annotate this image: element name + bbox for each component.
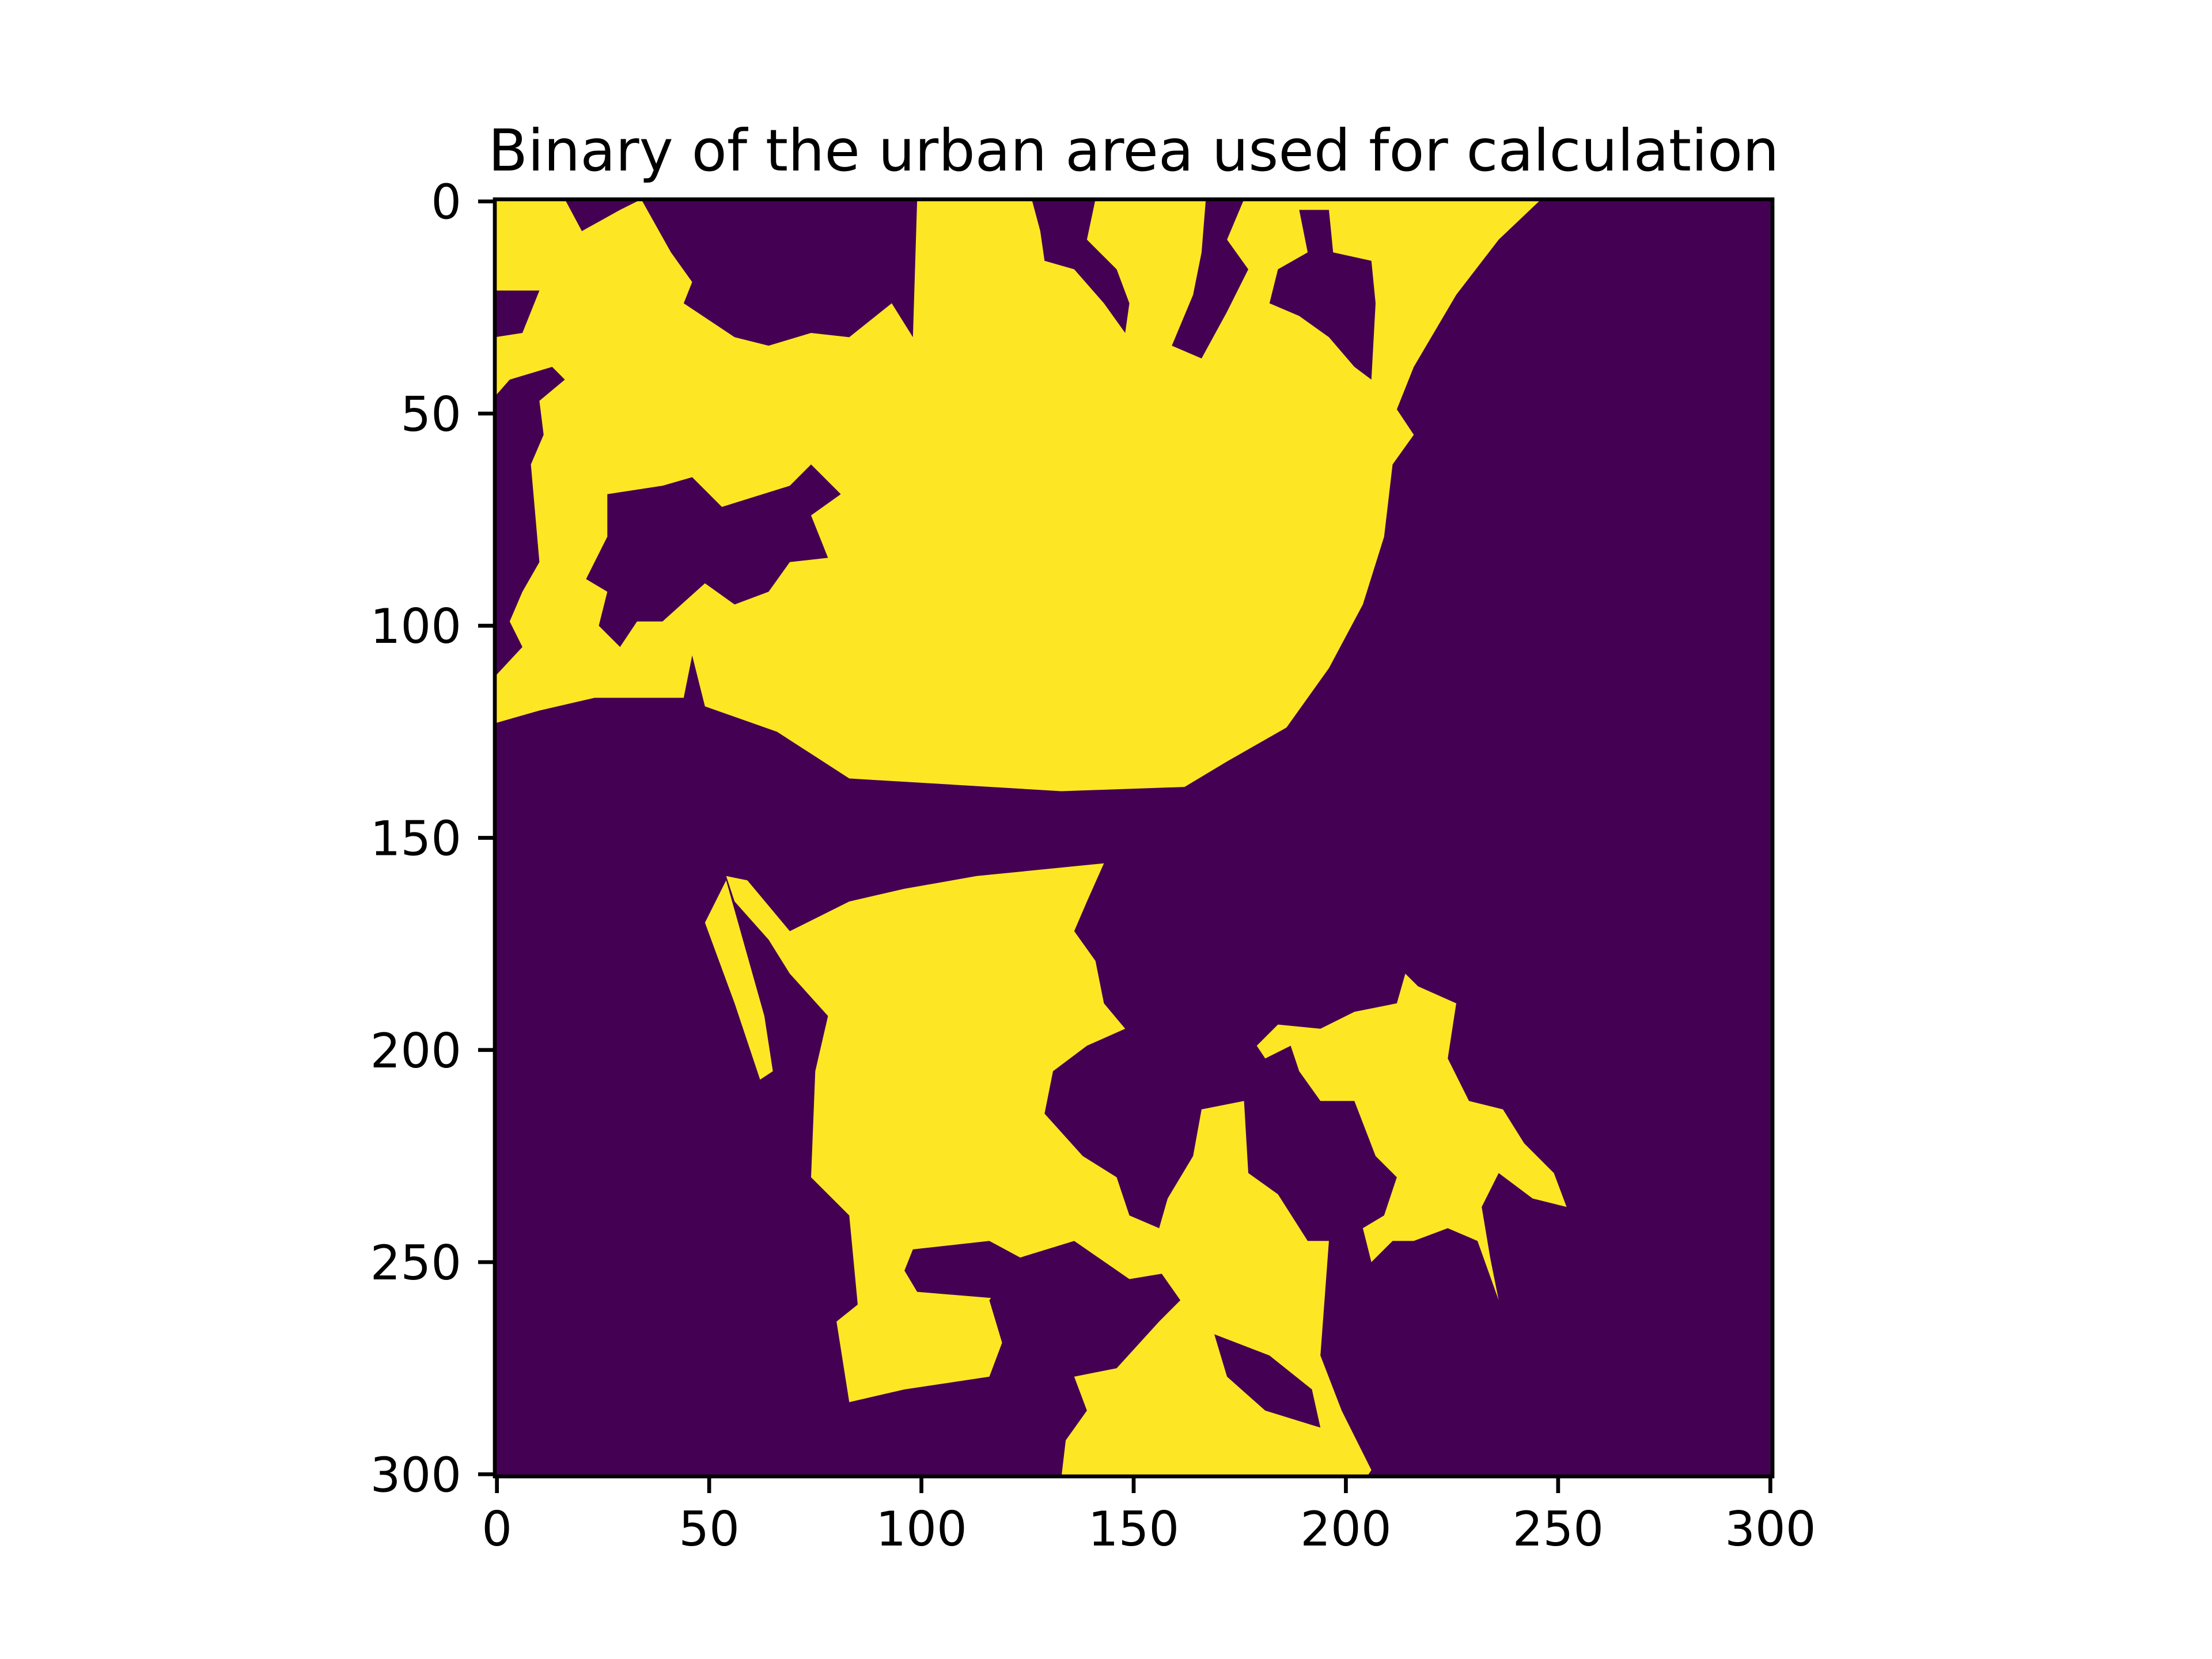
x-tick-label: 100 — [876, 1501, 967, 1557]
y-tick-label: 0 — [431, 175, 461, 230]
x-tick-label: 50 — [679, 1501, 740, 1557]
y-tick-label: 150 — [370, 811, 461, 867]
y-tick-label: 200 — [370, 1023, 461, 1079]
chart-title: Binary of the urban area used for calcul… — [488, 117, 1779, 184]
x-tick-label: 200 — [1300, 1501, 1391, 1557]
mask-region — [1032, 199, 1130, 333]
mask-region — [586, 464, 841, 647]
y-tick-label: 100 — [370, 599, 461, 654]
mask-region — [1214, 1334, 1321, 1428]
image-layer — [495, 199, 1772, 1476]
mask-region — [1269, 210, 1376, 380]
mask-region — [904, 1241, 1045, 1301]
mask-region — [726, 863, 1181, 1403]
x-tick-label: 0 — [482, 1501, 512, 1557]
y-tick-label: 250 — [370, 1235, 461, 1291]
x-tick-label: 150 — [1088, 1501, 1179, 1557]
mask-region — [1172, 199, 1248, 359]
x-tick-label: 300 — [1725, 1501, 1816, 1557]
mask-region — [495, 199, 1541, 791]
y-tick-label: 300 — [370, 1447, 461, 1503]
x-tick-label: 250 — [1513, 1501, 1604, 1557]
mask-region — [704, 880, 773, 1080]
y-tick-label: 50 — [400, 387, 461, 442]
mask-region — [1256, 974, 1567, 1301]
